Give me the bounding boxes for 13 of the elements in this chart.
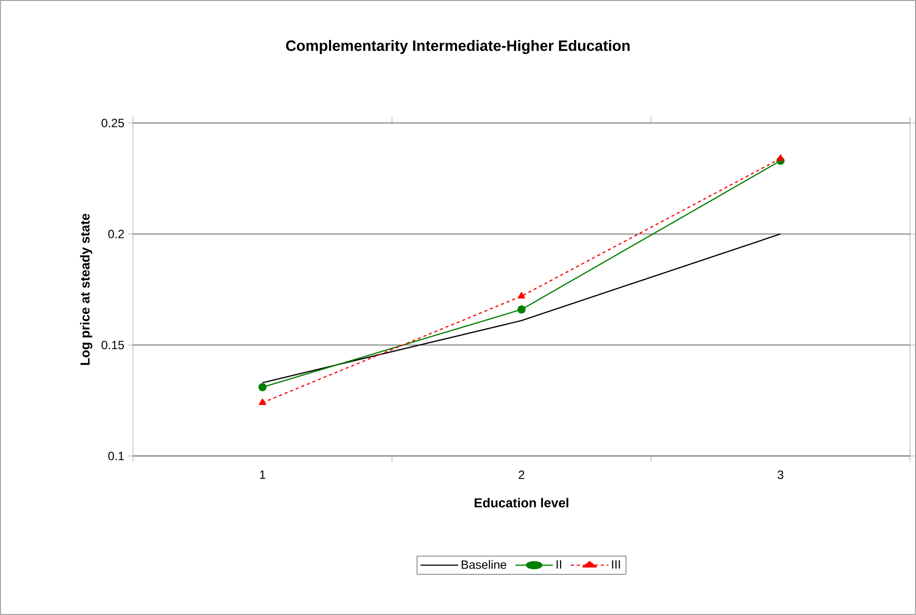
legend-label: II <box>556 560 562 569</box>
y-tick-label: 0.25 <box>102 118 124 128</box>
chart-title: Complementarity Intermediate-Higher Education <box>286 40 630 54</box>
y-tick-label: 0.2 <box>108 230 124 238</box>
y-axis-title: Log price at steady state <box>80 214 92 365</box>
x-tick-label: 2 <box>518 470 524 479</box>
y-tick-label: 0.1 <box>108 452 124 460</box>
legend-label: III <box>612 560 620 569</box>
legend-label: Baseline <box>462 560 506 569</box>
x-tick-label: 3 <box>778 470 784 480</box>
x-tick-label: 1 <box>260 470 266 479</box>
x-axis-title: Education level <box>474 498 568 508</box>
y-tick-label: 0.15 <box>102 340 124 350</box>
